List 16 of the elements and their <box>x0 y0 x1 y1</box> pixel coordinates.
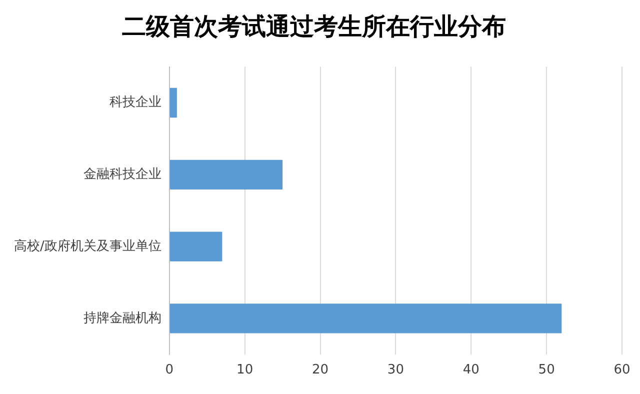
x-tick-label: 0 <box>165 362 174 378</box>
x-tick-label: 10 <box>236 362 254 378</box>
x-tick-label: 20 <box>312 362 329 378</box>
x-tick-label: 30 <box>387 362 404 378</box>
x-tick-label: 60 <box>614 362 630 378</box>
x-tick-label: 50 <box>538 362 555 378</box>
bar <box>170 160 283 190</box>
chart-title: 二级首次考试通过考生所在行业分布 <box>122 12 506 41</box>
x-tick-label: 40 <box>462 362 480 378</box>
bar <box>170 232 222 262</box>
bar <box>170 88 177 118</box>
bar <box>170 304 562 334</box>
y-tick-label: 科技企业 <box>109 95 162 110</box>
y-tick-label: 持牌金融机构 <box>83 310 162 326</box>
y-tick-label: 金融科技企业 <box>83 167 162 182</box>
y-tick-label: 高校/政府机关及事业单位 <box>14 238 162 254</box>
